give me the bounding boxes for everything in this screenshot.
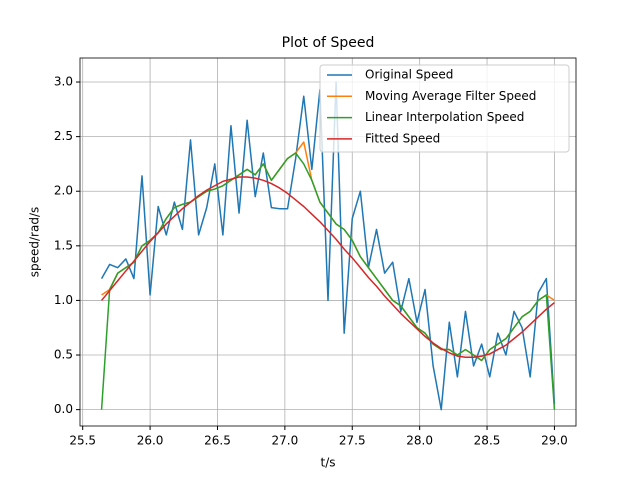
y-tick-label: 2.5 (54, 129, 73, 143)
x-tick-label: 28.5 (474, 434, 501, 448)
y-tick-label: 0.0 (54, 402, 73, 416)
y-tick-label: 1.5 (54, 238, 73, 252)
x-axis-label: t/s (321, 456, 336, 470)
series-line (101, 141, 555, 362)
y-axis-label: speed/rad/s (28, 207, 42, 278)
x-tick-label: 25.5 (69, 434, 96, 448)
x-tick-label: 29.0 (541, 434, 568, 448)
series-line (100, 81, 556, 411)
legend-label: Moving Average Filter Speed (365, 89, 536, 103)
y-tick-label: 0.5 (54, 348, 73, 362)
x-tick-label: 26.5 (204, 434, 231, 448)
y-tick-label: 2.0 (54, 184, 73, 198)
legend-box (319, 64, 570, 153)
y-tick-label: 1.0 (54, 293, 73, 307)
x-tick-label: 27.5 (339, 434, 366, 448)
chart-title: Plot of Speed (282, 35, 375, 51)
legend-label: Fitted Speed (365, 131, 440, 145)
x-tick-label: 26.0 (137, 434, 164, 448)
plot-frame (79, 57, 577, 427)
series-line (100, 152, 556, 410)
x-tick-label: 27.0 (272, 434, 299, 448)
y-tick-label: 3.0 (54, 75, 73, 89)
legend-label: Linear Interpolation Speed (365, 110, 524, 124)
x-tick-label: 28.0 (406, 434, 433, 448)
series-line (100, 176, 555, 358)
legend-label: Original Speed (365, 68, 453, 82)
